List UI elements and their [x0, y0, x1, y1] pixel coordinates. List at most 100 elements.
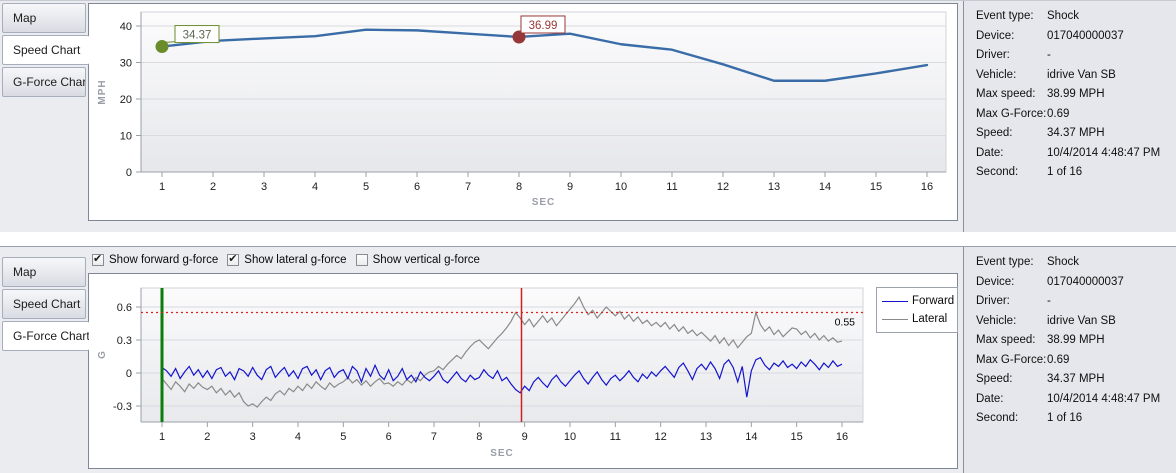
svg-text:0.3: 0.3: [117, 335, 132, 347]
svg-text:0.55: 0.55: [835, 317, 856, 329]
svg-text:SEC: SEC: [532, 197, 556, 208]
checkbox-show-forward-gforce[interactable]: Show forward g-force: [92, 252, 218, 266]
gforce-chart-svg[interactable]: -0.300.30.61 2 3 4 5 6 7 8 9 10 11 12 13 14 15 16SECG0.…: [89, 274, 957, 468]
info-row: Max G-Force: 0.69: [976, 105, 1176, 125]
info-row: Event type: Shock: [976, 7, 1176, 27]
svg-text:-0.3: -0.3: [113, 401, 132, 413]
info-value: 38.99 MPH: [1047, 88, 1105, 100]
info-row: Driver: -: [976, 46, 1176, 66]
tab-label: G-Force Chart: [13, 329, 89, 343]
tab-speed-chart-bottom[interactable]: Speed Chart: [2, 289, 86, 319]
svg-text:15: 15: [791, 431, 803, 443]
svg-text:9: 9: [522, 431, 528, 443]
tab-speed-chart-top[interactable]: Speed Chart: [2, 35, 89, 65]
info-row: Max speed: 38.99 MPH: [976, 85, 1176, 105]
forward-line-sample: [882, 300, 908, 302]
info-value: 017040000037: [1047, 275, 1124, 288]
info-value: -: [1047, 295, 1051, 307]
info-label: Second:: [976, 412, 1019, 424]
tab-map-top[interactable]: Map: [2, 3, 86, 33]
svg-text:13: 13: [768, 181, 780, 193]
info-row: Speed: 34.37 MPH: [976, 124, 1176, 144]
svg-text:3: 3: [250, 431, 256, 443]
speed-chart-plot[interactable]: 0 10 20 30 40 1 2 3 4 5 6 7 8 9 10 11 12 13 14 15 16 SEC MPH 34…: [88, 3, 958, 221]
info-value: Shock: [1047, 10, 1079, 22]
info-row: Date: 10/4/2014 4:48:47 PM: [976, 144, 1176, 164]
info-label: Max speed:: [976, 88, 1036, 100]
tab-map-bottom[interactable]: Map: [2, 257, 86, 287]
info-label: Max G-Force:: [976, 353, 1047, 366]
checkbox-show-vertical-gforce[interactable]: Show vertical g-force: [355, 254, 480, 266]
svg-text:11: 11: [666, 181, 677, 193]
info-label: Driver:: [976, 295, 1010, 307]
info-row: Event type: Shock: [976, 253, 1176, 273]
speed-chart-section: Map Speed Chart G-Force Chart 0 10 20 30 40 1…: [0, 0, 1176, 232]
svg-text:40: 40: [120, 21, 132, 33]
svg-text:5: 5: [363, 181, 369, 193]
svg-text:7: 7: [465, 181, 471, 193]
gforce-chart-section: Map Speed Chart G-Force Chart Show forwa…: [0, 246, 1176, 473]
svg-text:G: G: [97, 351, 108, 359]
info-label: Vehicle:: [976, 68, 1017, 81]
info-label: Date:: [976, 146, 1004, 159]
info-row: Max speed: 38.99 MPH: [976, 331, 1176, 351]
legend-label: Forward: [912, 295, 955, 307]
checkbox-label: Show lateral g-force: [244, 254, 347, 266]
svg-text:2: 2: [210, 181, 216, 193]
info-value: 1 of 16: [1047, 412, 1083, 424]
checkbox-icon: [92, 252, 104, 266]
gforce-options-row: Show forward g-force Show lateral g-forc…: [92, 251, 489, 269]
info-row: Speed: 34.37 MPH: [976, 370, 1176, 390]
svg-text:12: 12: [717, 181, 729, 193]
info-value: Shock: [1047, 256, 1079, 268]
lateral-line-sample: [882, 318, 908, 320]
info-label: Driver:: [976, 49, 1010, 61]
svg-text:1: 1: [159, 181, 165, 193]
info-value: 017040000037: [1047, 29, 1124, 42]
info-label: Speed:: [976, 373, 1013, 385]
svg-text:15: 15: [870, 181, 882, 193]
info-row: Date: 10/4/2014 4:48:47 PM: [976, 390, 1176, 410]
tab-label: Speed Chart: [13, 297, 81, 311]
legend-item-lateral: Lateral: [882, 310, 952, 328]
tab-label: Map: [13, 265, 37, 279]
info-value: 1 of 16: [1047, 166, 1083, 178]
info-label: Max G-Force:: [976, 107, 1047, 120]
event-info-panel-bottom: Event type: Shock Device: 017040000037 Drive…: [963, 247, 1176, 473]
tab-label: Map: [13, 11, 37, 25]
svg-text:3: 3: [261, 181, 267, 193]
info-value: -: [1047, 49, 1051, 61]
svg-text:10: 10: [615, 181, 627, 193]
tab-gforce-chart-top[interactable]: G-Force Chart: [2, 67, 86, 97]
checkbox-icon: [355, 254, 368, 266]
tab-gforce-chart-bottom[interactable]: G-Force Chart: [2, 321, 89, 351]
info-label: Second:: [976, 166, 1019, 178]
svg-text:10: 10: [120, 131, 132, 143]
info-row: Device: 017040000037: [976, 273, 1176, 293]
svg-text:6: 6: [414, 181, 420, 193]
svg-text:7: 7: [431, 431, 437, 443]
info-row: Device: 017040000037: [976, 27, 1176, 47]
svg-text:34.37: 34.37: [183, 30, 212, 42]
svg-text:14: 14: [745, 431, 757, 443]
info-label: Vehicle:: [976, 314, 1017, 327]
info-label: Device:: [976, 29, 1015, 42]
svg-text:16: 16: [921, 181, 933, 193]
svg-text:0.6: 0.6: [117, 302, 132, 314]
checkbox-show-lateral-gforce[interactable]: Show lateral g-force: [227, 252, 347, 266]
svg-text:13: 13: [700, 431, 712, 443]
info-value: idrive Van SB: [1047, 314, 1116, 327]
checkbox-icon: [227, 252, 240, 266]
svg-text:36.99: 36.99: [529, 20, 558, 32]
info-value: 34.37 MPH: [1047, 127, 1105, 139]
svg-text:11: 11: [610, 431, 621, 443]
svg-text:16: 16: [836, 431, 848, 443]
info-label: Max speed:: [976, 334, 1036, 346]
info-label: Device:: [976, 275, 1015, 288]
gforce-chart-plot[interactable]: -0.3 0 0.3 0.6 1 2 3 4 5 6 7 8 9 10 11 12 13 14 15 16 SEC G 0.…: [88, 273, 958, 469]
svg-text:10: 10: [564, 431, 576, 443]
tab-label: G-Force Chart: [13, 75, 86, 89]
info-value: idrive Van SB: [1047, 68, 1116, 81]
legend-label: Lateral: [912, 313, 948, 325]
